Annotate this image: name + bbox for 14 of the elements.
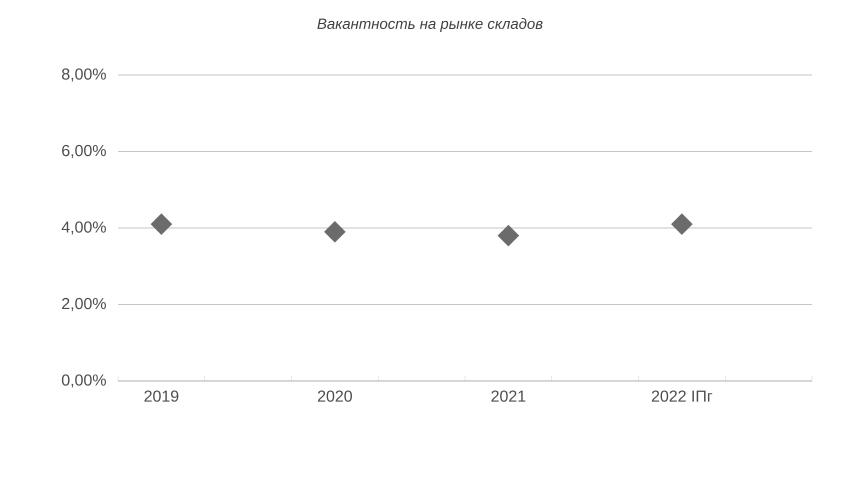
point xyxy=(324,221,346,243)
x-tick-label: 2020 xyxy=(318,390,352,402)
y-tick-label: 2,00% xyxy=(62,298,106,312)
y-tick-label: 6,00% xyxy=(62,144,106,158)
x-tick-label: 2022 IПг xyxy=(652,390,712,402)
y-tick-label: 8,00% xyxy=(62,68,106,82)
point xyxy=(150,213,172,235)
y-tick-label: 4,00% xyxy=(62,221,106,235)
point xyxy=(671,213,693,235)
x-tick-label: 2019 xyxy=(144,390,178,402)
y-tick-label: 0,00% xyxy=(62,374,106,388)
point xyxy=(498,224,520,246)
x-tick-label: 2021 xyxy=(491,390,526,402)
chart-title: Вакантность на рынке складов xyxy=(317,18,543,32)
